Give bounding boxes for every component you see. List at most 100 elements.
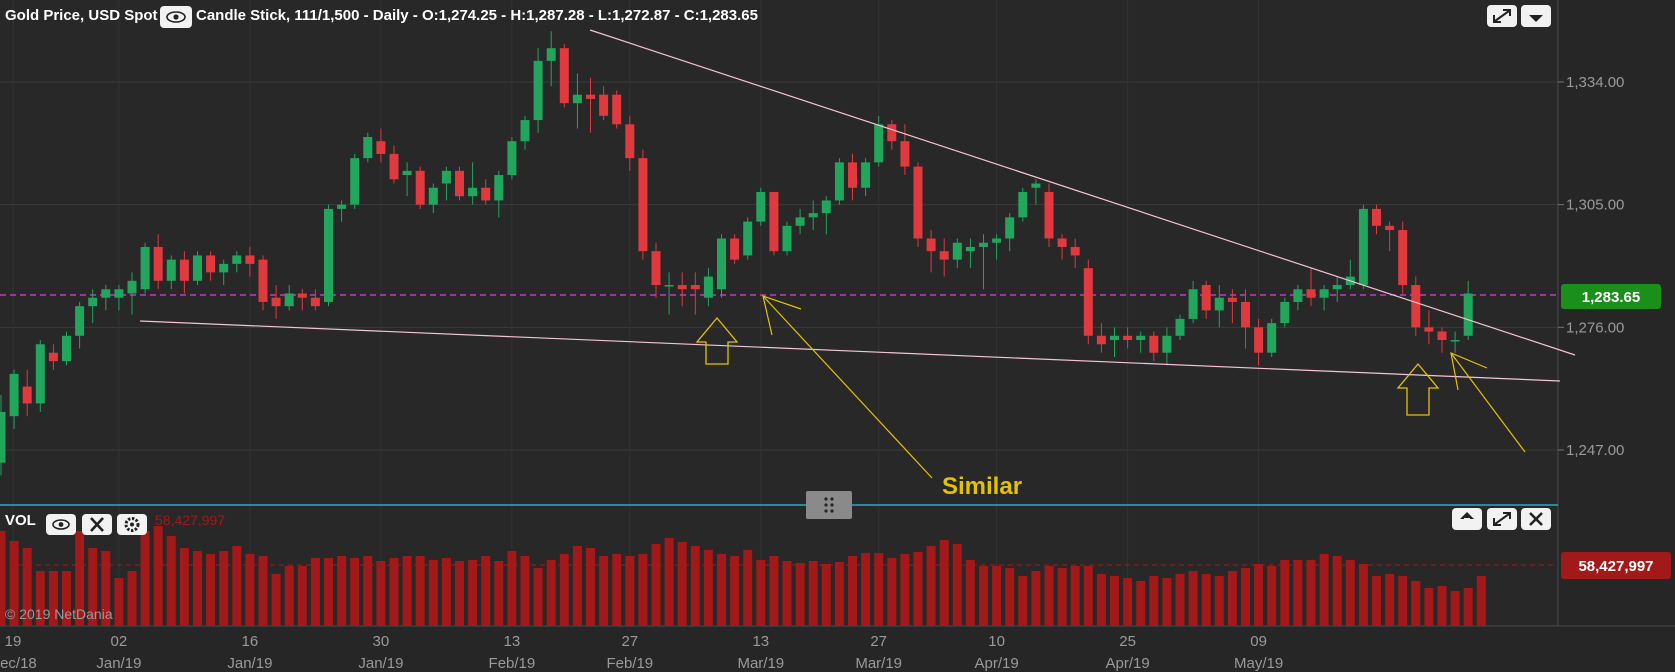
drag-handle[interactable] [806,491,852,519]
candle-body [1372,208,1381,226]
candle-body [717,238,726,290]
candle-body [219,263,229,273]
eye-toggle-button[interactable] [160,6,192,28]
volume-close-button[interactable] [82,514,112,535]
volume-bar [1110,576,1119,626]
x-axis: 19 Dec/18 02 Jan/19 16 Jan/19 30 Jan/19 13 Feb/19… [0,633,1283,672]
volume-bar [1267,566,1277,626]
volume-bar [140,531,150,626]
candle-body [926,238,936,252]
volume-bar [1332,556,1342,626]
volume-bar [1293,560,1303,626]
pointer-line-left [762,295,933,479]
volume-bar [114,578,124,626]
candle-body [1424,327,1434,332]
candle-body [1280,301,1290,324]
volume-bar [1227,571,1237,626]
copyright: © 2019 NetDania [5,606,113,622]
candle-body [88,297,98,307]
candle-body [441,170,451,184]
candle-body [1162,335,1172,353]
x-tick-day: 27 [870,633,887,650]
candle-body [952,242,962,260]
volume-bar [494,561,504,626]
candle-body [140,246,150,290]
candle-body [324,208,333,302]
volume-remove-button[interactable] [1521,508,1551,530]
x-tick-month: May/19 [1234,655,1283,672]
volume-bar [1201,574,1211,626]
candle-body [677,285,687,290]
volume-bar [441,558,451,626]
x-tick-month: Apr/19 [974,655,1018,672]
volume-bar [808,561,818,626]
candle-body [1437,331,1447,341]
volume-bar [48,571,58,626]
close-icon [90,517,104,532]
volume-bar [1057,568,1067,626]
volume-bar [1411,581,1421,626]
candle-body [494,175,504,201]
volume-bar [952,544,962,626]
candle-body [271,297,281,307]
volume-bar [9,541,19,626]
expand-button[interactable] [1487,5,1517,27]
candle-body [743,221,753,256]
volume-move-up-button[interactable] [1452,508,1482,530]
candle-body [48,352,58,362]
candle-body [887,124,897,142]
candle-body [1018,191,1028,218]
annotation-text: Similar [942,473,1022,500]
candle-body [284,293,294,307]
volume-bar [324,558,333,626]
volume-bar [468,560,478,626]
candle-body [1083,268,1093,336]
volume-bar [782,561,792,626]
volume-bar [612,554,622,626]
volume-bar [1123,578,1133,626]
volume-bar [900,554,910,626]
candle-body [874,124,884,163]
volume-bar [22,548,32,626]
volume-bar [939,540,949,626]
candle-body [232,255,242,264]
download-button[interactable] [1521,5,1551,27]
volume-bar [599,556,609,626]
candle-body [1201,285,1211,311]
candle-body [507,141,517,176]
volume-settings-button[interactable] [117,514,147,535]
chart-info: Candle Stick, 111/1,500 - Daily - O:1,27… [196,7,758,24]
y-tick-label: 1,334.00 [1566,74,1624,91]
candle-body [769,191,779,252]
volume-bar [271,574,281,626]
volume-bar [703,550,713,626]
volume-bar [1070,566,1080,626]
candle-body [1005,217,1015,239]
candle-body [1096,335,1106,345]
candle-body [533,60,543,121]
x-tick-month: Mar/19 [855,655,902,672]
x-tick-day: 30 [373,633,390,650]
volume-bar [363,556,373,626]
candle-body [245,255,255,264]
volume-expand-button[interactable] [1487,508,1517,530]
candle-body [297,293,307,298]
x-tick-day: 19 [5,633,22,650]
volume-bars [0,526,1486,626]
candle-body [1214,297,1224,311]
candle-body [1227,297,1237,302]
volume-bar [1241,568,1250,626]
expand-icon [1493,9,1511,23]
candle-body [1358,208,1368,286]
volume-bar [1385,574,1395,626]
candle-body [350,158,360,205]
candle-body [1293,289,1303,302]
candle-body [1306,289,1316,298]
x-tick-day: 09 [1250,633,1267,650]
volume-eye-button[interactable] [46,514,76,535]
volume-bar [1319,554,1329,626]
candle-body [402,170,412,176]
volume-bar [1005,568,1015,626]
candle-body [808,213,818,218]
volume-bar [206,554,216,626]
